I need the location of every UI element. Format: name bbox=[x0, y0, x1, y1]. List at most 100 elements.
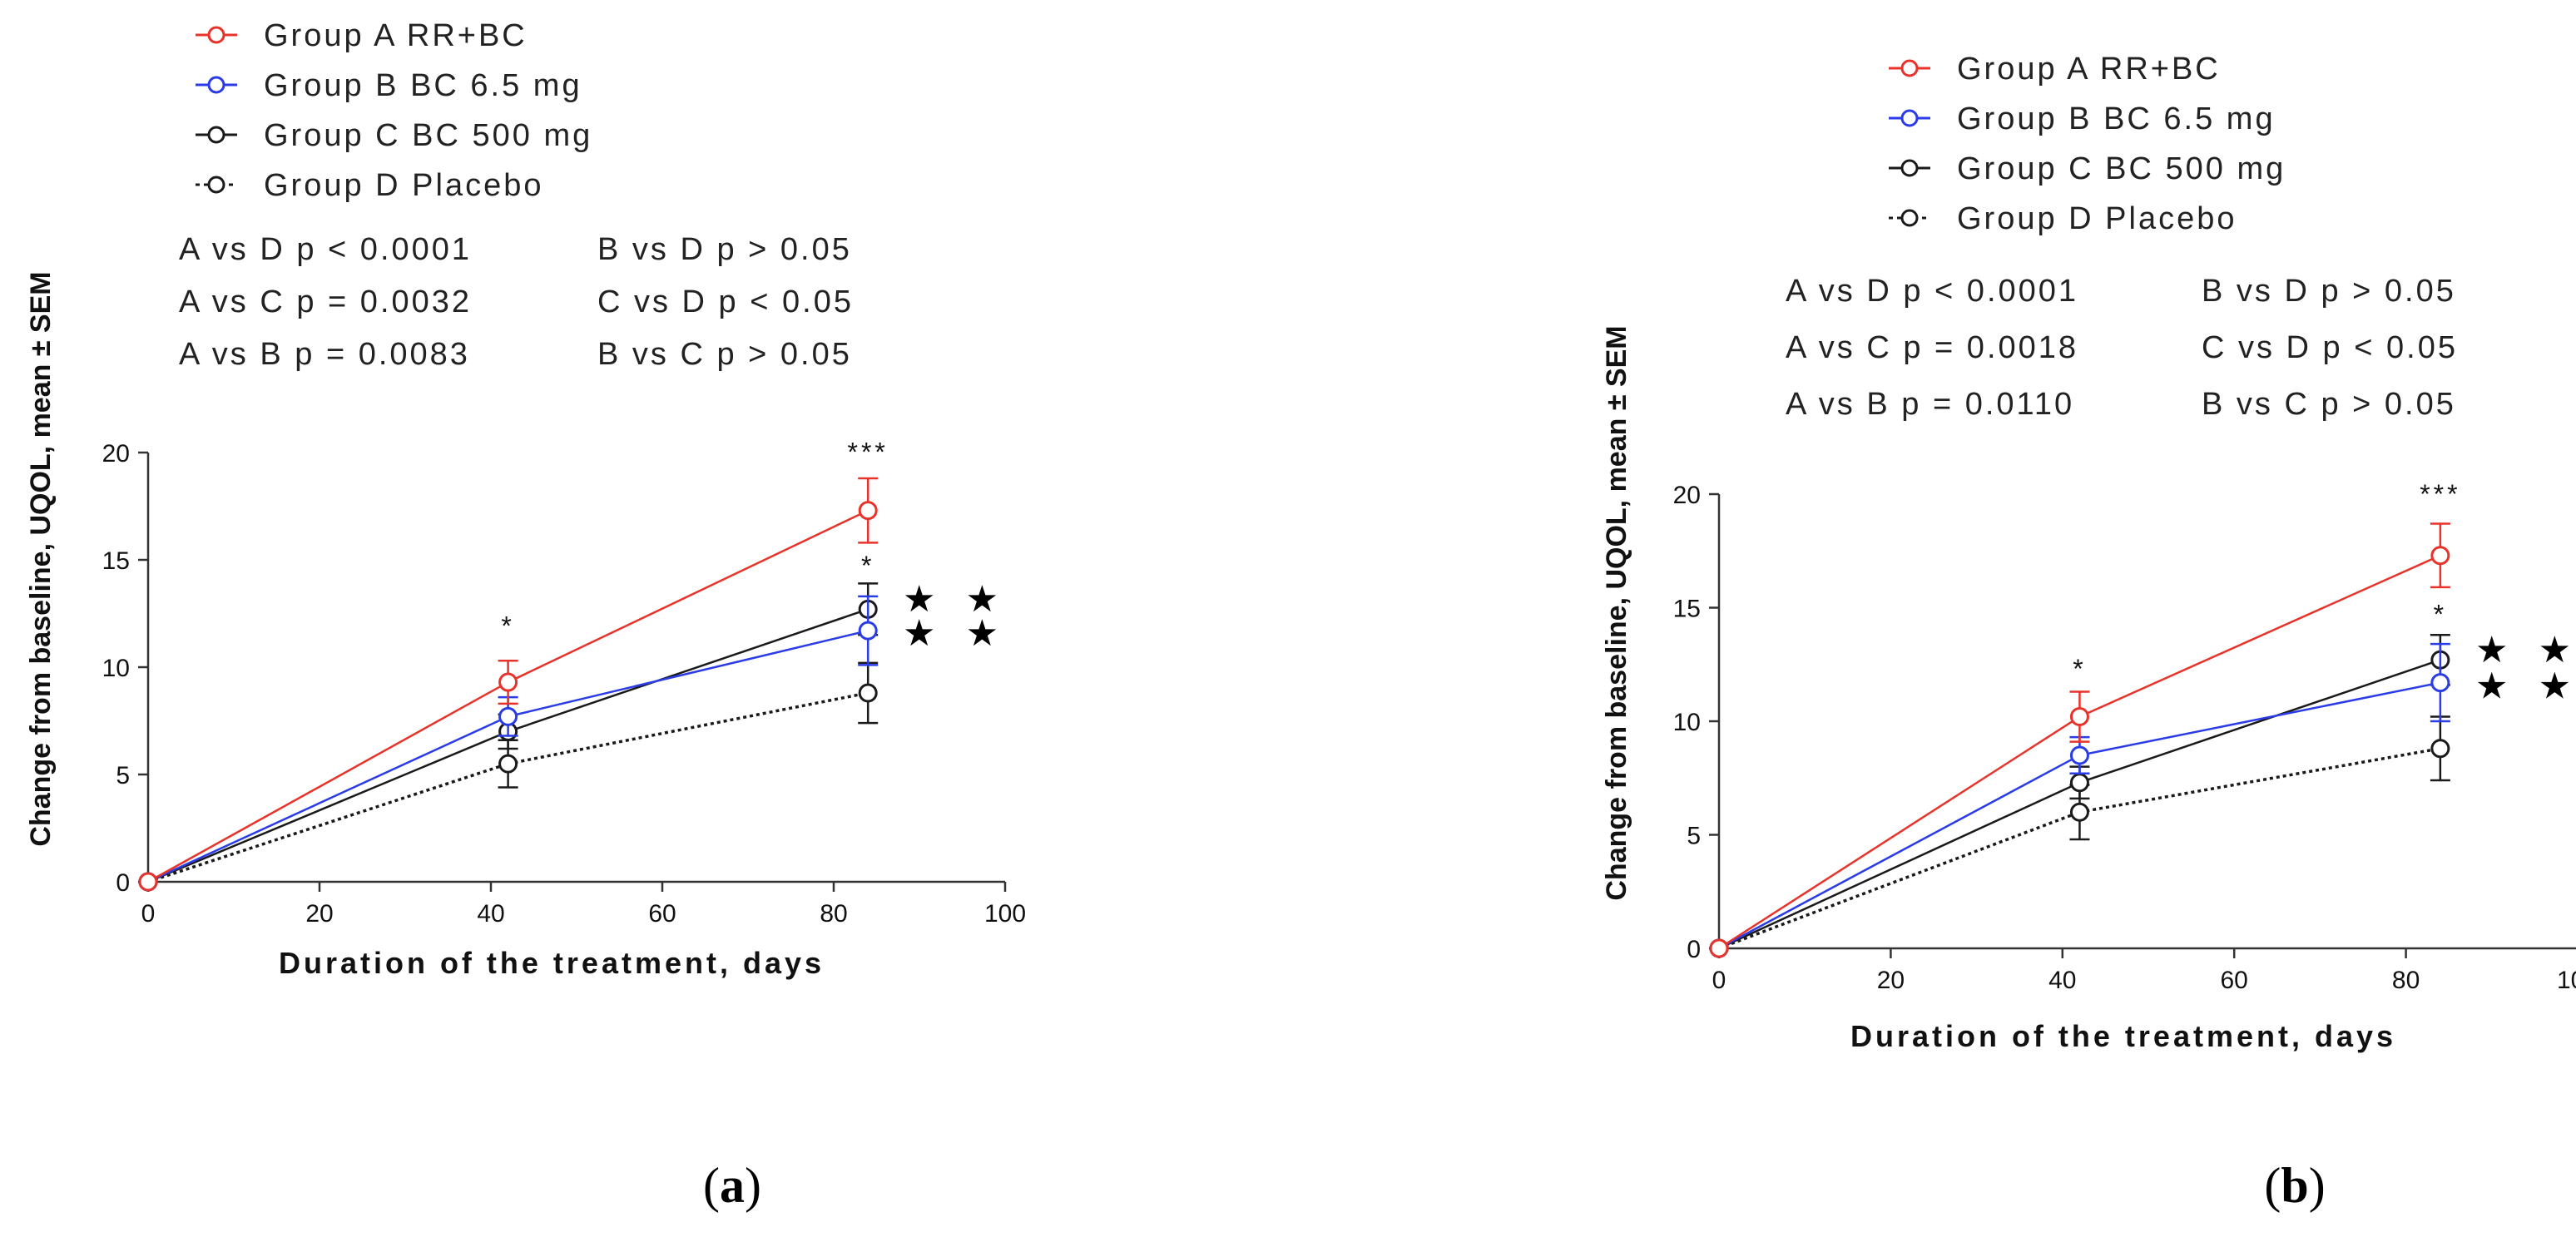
pvalue-text: C vs D p < 0.05 bbox=[2202, 330, 2458, 365]
x-tick-label: 20 bbox=[1877, 967, 1905, 994]
significance-label: * bbox=[861, 551, 874, 581]
panel-label: (a) bbox=[703, 1158, 761, 1213]
series-line-segment bbox=[508, 691, 869, 765]
y-tick-label: 5 bbox=[1687, 823, 1701, 850]
legend-entry: Group A RR+BC bbox=[196, 18, 525, 53]
panel-label-open: ( bbox=[703, 1158, 720, 1213]
data-point bbox=[1709, 938, 1729, 958]
data-point bbox=[858, 621, 878, 641]
legend-marker bbox=[1900, 209, 1919, 227]
y-tick-label: 10 bbox=[102, 655, 130, 682]
data-point bbox=[498, 706, 518, 726]
pvalue-text: B vs D p > 0.05 bbox=[2202, 274, 2456, 309]
series-line-segment bbox=[1718, 810, 2081, 950]
chart-panel-b: Group A RR+BC Group B BC 6.5 mg Group C BC… bbox=[1601, 52, 2576, 1213]
y-tick-label: 0 bbox=[116, 869, 130, 897]
data-point bbox=[2430, 739, 2450, 759]
pvalue-text: B vs D p > 0.05 bbox=[597, 232, 852, 267]
legend-label: Group A RR+BC bbox=[1957, 52, 2221, 87]
series-line-segment bbox=[2079, 747, 2441, 814]
significance-label: * bbox=[2073, 654, 2086, 684]
x-tick-label: 60 bbox=[2221, 967, 2248, 994]
x-axis-label: Duration of the treatment, days bbox=[1850, 1019, 2396, 1053]
pvalue-text: A vs D p < 0.0001 bbox=[1786, 274, 2078, 309]
panel-label-close: ) bbox=[2309, 1158, 2326, 1213]
significance-label: *** bbox=[848, 437, 889, 467]
series-1 bbox=[1709, 642, 2450, 958]
star-marks: ★ ★ bbox=[903, 613, 1008, 654]
legend-label: Group C BC 500 mg bbox=[264, 118, 592, 153]
panel-label: (b) bbox=[2264, 1158, 2325, 1213]
legend-label: Group D Placebo bbox=[264, 168, 544, 203]
legend-label: Group B BC 6.5 mg bbox=[264, 68, 582, 103]
legend-marker bbox=[1900, 109, 1919, 127]
x-tick-label: 100 bbox=[2557, 967, 2576, 994]
y-tick-label: 15 bbox=[1673, 596, 1701, 623]
x-tick-label: 100 bbox=[984, 900, 1026, 928]
legend-entry: Group B BC 6.5 mg bbox=[1889, 101, 2276, 136]
series-line-segment bbox=[508, 509, 869, 684]
legend-label: Group C BC 500 mg bbox=[1957, 151, 2286, 186]
pvalue-text: B vs C p > 0.05 bbox=[597, 337, 852, 372]
series-line-segment bbox=[508, 608, 869, 733]
x-tick-label: 20 bbox=[305, 900, 333, 928]
legend-entry: Group A RR+BC bbox=[1889, 52, 2221, 87]
data-point bbox=[138, 872, 158, 892]
legend-marker bbox=[1900, 59, 1919, 77]
legend-entry: Group D Placebo bbox=[1889, 201, 2237, 236]
legend-marker bbox=[207, 26, 225, 44]
pvalue-text: B vs C p > 0.05 bbox=[2202, 387, 2456, 422]
data-point bbox=[858, 683, 878, 703]
panel-label-close: ) bbox=[745, 1158, 761, 1213]
series-line-segment bbox=[1718, 781, 2080, 950]
legend-marker bbox=[207, 176, 225, 194]
significance-label: * bbox=[2434, 600, 2447, 630]
series-line-segment bbox=[2079, 659, 2441, 784]
significance-label: * bbox=[501, 611, 514, 641]
x-tick-label: 80 bbox=[820, 900, 847, 928]
data-point bbox=[498, 754, 518, 774]
data-point bbox=[858, 501, 878, 521]
data-point bbox=[2069, 773, 2089, 793]
panel-label-letter: a bbox=[720, 1158, 745, 1213]
legend-entry: Group B BC 6.5 mg bbox=[196, 68, 582, 103]
star-marks: ★ ★ bbox=[2475, 666, 2576, 707]
y-tick-label: 5 bbox=[116, 762, 130, 789]
x-tick-label: 60 bbox=[648, 900, 676, 928]
pvalue-text: C vs D p < 0.05 bbox=[597, 285, 854, 319]
panel-label-letter: b bbox=[2281, 1158, 2308, 1213]
x-tick-label: 0 bbox=[1712, 967, 1726, 994]
y-tick-label: 10 bbox=[1673, 709, 1701, 736]
pvalue-text: A vs C p = 0.0032 bbox=[179, 285, 472, 319]
series-line-segment bbox=[2078, 554, 2441, 718]
legend-marker bbox=[207, 126, 225, 144]
pvalue-text: A vs D p < 0.0001 bbox=[179, 232, 472, 267]
y-tick-label: 20 bbox=[1673, 482, 1701, 509]
y-tick-label: 0 bbox=[1687, 936, 1701, 963]
series-line-segment bbox=[147, 715, 509, 883]
data-point bbox=[2069, 802, 2089, 822]
legend-label: Group B BC 6.5 mg bbox=[1957, 101, 2276, 136]
legend-marker bbox=[1900, 159, 1919, 177]
pvalue-text: A vs C p = 0.0018 bbox=[1786, 330, 2078, 365]
legend-label: Group D Placebo bbox=[1957, 201, 2237, 236]
series-line-segment bbox=[147, 730, 509, 883]
star-marks: ★ ★ bbox=[2475, 630, 2576, 670]
data-point bbox=[498, 672, 518, 692]
legend-entry: Group C BC 500 mg bbox=[196, 118, 592, 153]
x-tick-label: 80 bbox=[2392, 967, 2420, 994]
pvalue-text: A vs B p = 0.0110 bbox=[1786, 387, 2074, 422]
y-tick-label: 15 bbox=[102, 547, 130, 575]
series-0 bbox=[1709, 522, 2450, 958]
series-line-segment bbox=[1718, 754, 2081, 950]
legend-entry: Group C BC 500 mg bbox=[1889, 151, 2286, 186]
y-axis-label: Change from baseline, UQOL, mean ± SEM bbox=[25, 271, 57, 846]
x-axis-label: Duration of the treatment, days bbox=[279, 946, 825, 980]
pvalue-text: A vs B p = 0.0083 bbox=[179, 337, 470, 372]
y-tick-label: 20 bbox=[102, 440, 130, 468]
series-line-segment bbox=[508, 629, 869, 718]
chart-panel-a: Group A RR+BC Group B BC 6.5 mg Group C BC… bbox=[25, 18, 1026, 1213]
data-point bbox=[2069, 707, 2089, 727]
